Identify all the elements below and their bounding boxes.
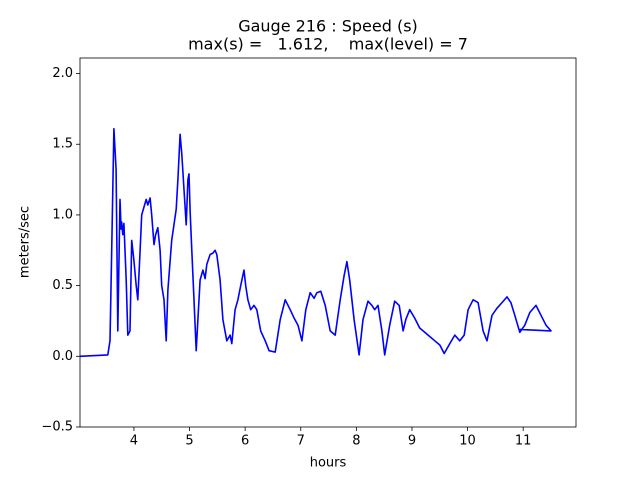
y-tick-label: 1.5: [52, 137, 73, 152]
x-tick-label: 11: [515, 434, 532, 449]
data-line: [79, 127, 552, 358]
y-axis-label: meters/sec: [18, 206, 33, 278]
x-tick-label: 8: [352, 434, 360, 449]
y-tick-label: −0.5: [41, 420, 73, 435]
chart-title: Gauge 216 : Speed (s): [238, 17, 418, 36]
x-axis-label: hours: [310, 456, 347, 471]
y-tick-label: 0.0: [52, 349, 73, 364]
x-tick-label: 5: [185, 434, 193, 449]
y-tick-label: 2.0: [52, 66, 73, 81]
plot-frame: [79, 57, 577, 428]
y-tick-label: 1.0: [52, 207, 73, 222]
x-tick-label: 4: [130, 434, 138, 449]
x-tick-label: 9: [408, 434, 416, 449]
x-tick-label: 7: [297, 434, 305, 449]
y-tick-label: 0.5: [52, 278, 73, 293]
x-tick-label: 6: [241, 434, 249, 449]
chart-subtitle: max(s) = 1.612, max(level) = 7: [188, 35, 468, 54]
x-tick-label: 10: [459, 434, 476, 449]
